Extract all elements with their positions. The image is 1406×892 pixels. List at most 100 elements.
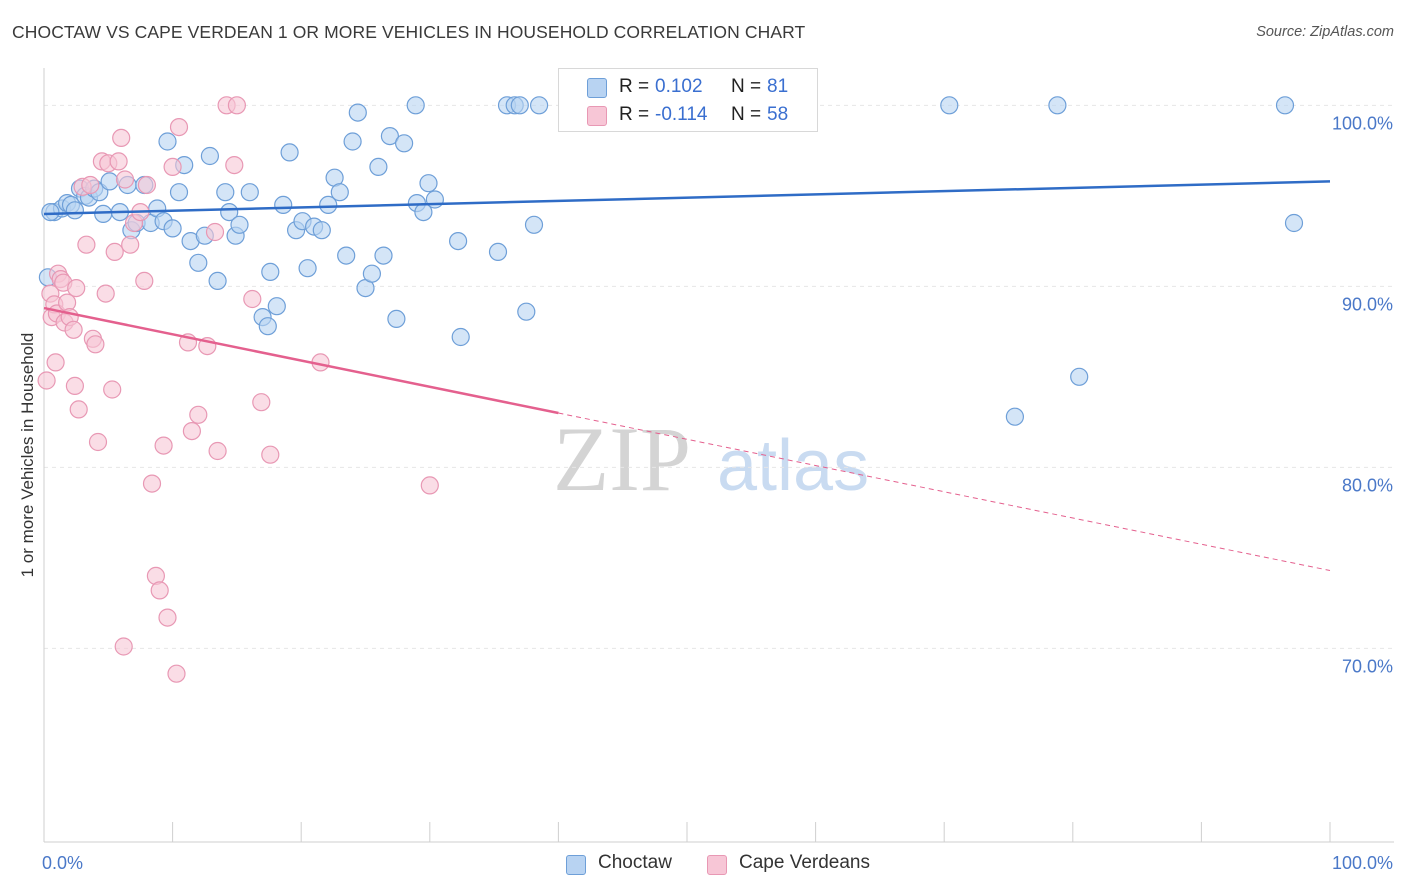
choctaw-point [41,203,60,222]
choctaw-point [94,204,113,223]
choctaw-point [169,183,189,202]
cape-verdean-point [96,284,115,303]
cape-verdean-point [64,320,83,339]
cape-verdean-point [86,335,105,354]
choctaw-point [158,132,177,151]
choctaw-trend-line [43,180,1331,216]
choctaw-point [337,246,356,265]
choctaw-point [940,96,959,115]
choctaw-swatch [566,855,586,875]
cape-verdean-point [205,222,225,242]
cape-verdean-point [225,156,244,175]
r-value: -0.114 [655,104,708,125]
choctaw-point [274,195,293,214]
choctaw-point [330,183,349,202]
choctaw-point [312,221,331,240]
r-label: R = [619,76,650,97]
choctaw-point [362,264,381,283]
choctaw-point [387,309,406,328]
choctaw-point [319,195,338,214]
n-label: N = [731,76,762,97]
n-value: 58 [767,104,789,125]
series-legend: Choctaw Cape Verdeans [0,852,1406,880]
cape-verdean-point [182,422,201,441]
choctaw-point [280,143,299,162]
cape-verdean-point [112,128,131,147]
cape-verdean-point [109,152,128,171]
cape-verdean-trend-line [43,306,559,415]
legend-label: Cape Verdeans [739,852,870,873]
choctaw-point [425,190,444,209]
choctaw-point [1070,367,1089,386]
cape-verdean-point [208,441,227,461]
cape-verdean-point [158,608,177,627]
choctaw-point [406,96,425,115]
choctaw-point [419,174,438,193]
cape-verdean-point [88,432,108,452]
n-value: 81 [767,76,789,97]
choctaw-point [267,297,286,316]
watermark-atlas: atlas [717,426,869,506]
choctaw-point [189,253,208,272]
cape-verdean-point [154,436,173,455]
choctaw-point [529,96,549,115]
cape-verdean-point [261,445,280,464]
cape-verdean-point [169,117,189,137]
choctaw-point [200,146,219,166]
source-credit: Source: ZipAtlas.com [1256,24,1394,40]
cape-verdean-point [189,405,208,424]
watermark-zip: ZIP [553,408,691,510]
choctaw-point [261,262,280,281]
y-tick-label: 90.0% [1342,294,1393,314]
x-tick-label: 100.0% [1332,853,1393,873]
choctaw-point [510,96,529,115]
choctaw-point [380,127,399,146]
y-tick-label: 80.0% [1342,475,1393,495]
cape-verdean-point [137,175,156,195]
choctaw-point [374,246,393,265]
choctaw-point [220,203,239,222]
choctaw-point [369,157,388,176]
cape-verdean-point [252,393,271,412]
choctaw-point [65,201,85,220]
cape-verdean-point [420,476,439,495]
cape-verdeans-swatch [587,106,607,126]
cape-verdean-point [115,170,135,189]
cape-verdean-point [46,353,65,372]
choctaw-point [517,302,536,321]
choctaw-point [100,172,119,191]
choctaw-point [488,242,508,261]
stats-legend: R = 0.102 N = 81 R = -0.114 N = 58 [558,68,818,132]
choctaw-point [524,215,544,234]
cape-verdean-point [65,376,85,395]
choctaw-point [208,271,227,290]
r-value: 0.102 [655,76,703,97]
cape-verdean-point [167,664,186,683]
cape-verdean-point [114,637,133,656]
stats-row-cape-verdeans: R = -0.114 N = 58 [559,101,817,129]
chart-title: CHOCTAW VS CAPE VERDEAN 1 OR MORE VEHICL… [12,22,806,42]
choctaw-point [1275,96,1295,115]
n-label: N = [731,104,762,125]
choctaw-point [449,232,468,251]
choctaw-swatch [587,78,607,98]
legend-label: Choctaw [598,852,672,873]
choctaw-point [395,134,414,153]
choctaw-point [240,183,259,202]
choctaw-point [298,259,317,278]
y-tick-label: 100.0% [1332,113,1393,133]
choctaw-point [451,327,470,347]
cape-verdeans-swatch [707,855,727,875]
cape-verdean-point [150,581,169,600]
cape-verdean-point [135,271,154,290]
choctaw-point [1048,96,1067,115]
choctaw-point [343,132,362,151]
cape-verdean-point [69,400,88,419]
cape-verdean-point [77,235,96,254]
choctaw-point [1284,213,1304,233]
choctaw-point [348,103,367,122]
cape-verdean-point [105,242,124,261]
choctaw-point [230,215,249,234]
cape-verdean-point [37,371,56,390]
